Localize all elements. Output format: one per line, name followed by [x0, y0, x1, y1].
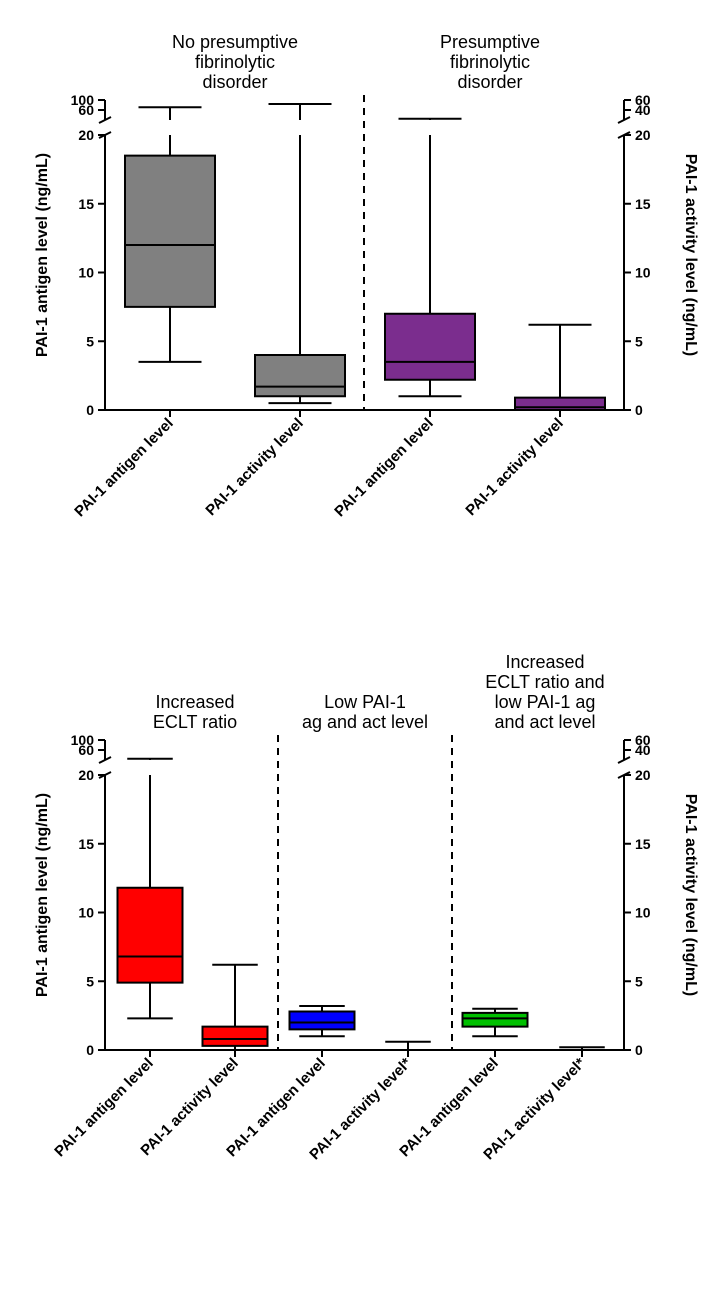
group-header: ag and act level	[302, 712, 428, 732]
ytick-left: 0	[86, 1042, 94, 1058]
x-tick-label: PAI-1 activity level	[462, 415, 566, 519]
boxplot-box	[203, 1027, 268, 1046]
ytick-left: 15	[78, 196, 94, 212]
ytick-left: 10	[78, 905, 94, 921]
group-header: and act level	[494, 712, 595, 732]
group-header: No presumptive	[172, 32, 298, 52]
boxplot-box	[290, 1012, 355, 1030]
ytick-left: 5	[86, 333, 94, 349]
ytick-left: 5	[86, 973, 94, 989]
ytick-right: 15	[635, 836, 651, 852]
ytick-right: 5	[635, 973, 643, 989]
group-header: fibrinolytic	[450, 52, 530, 72]
boxplot-box	[385, 314, 475, 380]
boxplot-box	[463, 1013, 528, 1027]
panel-b-container: 0510152060100PAI-1 antigen level (ng/mL)…	[10, 650, 699, 1250]
y-axis-label-left: PAI-1 antigen level (ng/mL)	[34, 153, 51, 357]
panel-a-chart: 0510152060100PAI-1 antigen level (ng/mL)…	[10, 10, 709, 610]
ytick-left: 20	[78, 767, 94, 783]
group-header: Increased	[155, 692, 234, 712]
ytick-right: 15	[635, 196, 651, 212]
ytick-right: 10	[635, 905, 651, 921]
group-header: Presumptive	[440, 32, 540, 52]
group-header: low PAI-1 ag	[495, 692, 596, 712]
x-tick-label: PAI-1 antigen level	[71, 415, 177, 521]
ytick-left: 100	[71, 92, 95, 108]
group-header: Low PAI-1	[324, 692, 406, 712]
group-header: disorder	[202, 72, 267, 92]
group-header: disorder	[457, 72, 522, 92]
y-axis-label-left: PAI-1 antigen level (ng/mL)	[34, 793, 51, 997]
ytick-left: 10	[78, 265, 94, 281]
ytick-right: 5	[635, 333, 643, 349]
x-tick-label: PAI-1 antigen level	[331, 415, 437, 521]
ytick-left: 20	[78, 127, 94, 143]
ytick-left: 100	[71, 732, 95, 748]
ytick-right: 0	[635, 1042, 643, 1058]
group-header: ECLT ratio and	[485, 672, 604, 692]
ytick-right: 20	[635, 767, 651, 783]
ytick-right: 10	[635, 265, 651, 281]
boxplot-box	[125, 156, 215, 307]
group-header: Increased	[505, 652, 584, 672]
boxplot-box	[118, 888, 183, 983]
ytick-right: 60	[635, 732, 651, 748]
y-axis-label-right: PAI-1 activity level (ng/mL)	[682, 794, 699, 996]
ytick-left: 15	[78, 836, 94, 852]
panel-a-container: 0510152060100PAI-1 antigen level (ng/mL)…	[10, 10, 699, 610]
ytick-right: 60	[635, 92, 651, 108]
panel-b-chart: 0510152060100PAI-1 antigen level (ng/mL)…	[10, 650, 709, 1250]
group-header: fibrinolytic	[195, 52, 275, 72]
ytick-right: 20	[635, 127, 651, 143]
ytick-left: 0	[86, 402, 94, 418]
x-tick-label: PAI-1 activity level	[202, 415, 306, 519]
group-header: ECLT ratio	[153, 712, 237, 732]
y-axis-label-right: PAI-1 activity level (ng/mL)	[682, 154, 699, 356]
boxplot-box	[255, 355, 345, 396]
ytick-right: 0	[635, 402, 643, 418]
